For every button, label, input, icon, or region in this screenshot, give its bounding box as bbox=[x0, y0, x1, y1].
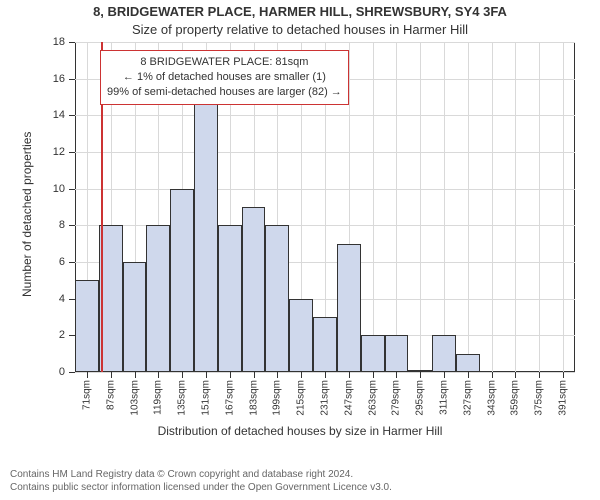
histogram-bar bbox=[456, 354, 480, 372]
x-tick-label: 327sqm bbox=[462, 380, 473, 416]
tick-x bbox=[420, 372, 421, 378]
tick-y bbox=[69, 152, 75, 153]
histogram-bar bbox=[385, 335, 409, 372]
tick-x bbox=[111, 372, 112, 378]
tick-y bbox=[69, 262, 75, 263]
x-tick-label: 359sqm bbox=[510, 380, 521, 416]
histogram-bar bbox=[146, 225, 170, 372]
tick-x bbox=[492, 372, 493, 378]
y-tick-label: 6 bbox=[59, 256, 65, 268]
x-tick-label: 215sqm bbox=[296, 380, 307, 416]
y-tick-label: 12 bbox=[53, 146, 65, 158]
histogram-bar bbox=[194, 79, 218, 372]
tick-x bbox=[158, 372, 159, 378]
tick-x bbox=[301, 372, 302, 378]
x-tick-label: 151sqm bbox=[200, 380, 211, 416]
gridline-v bbox=[468, 42, 469, 372]
tick-x bbox=[182, 372, 183, 378]
y-tick-label: 0 bbox=[59, 366, 65, 378]
tick-y bbox=[69, 42, 75, 43]
y-tick-label: 10 bbox=[53, 183, 65, 195]
tick-y bbox=[69, 225, 75, 226]
histogram-bar bbox=[75, 280, 99, 372]
x-tick-label: 231sqm bbox=[320, 380, 331, 416]
tick-x bbox=[325, 372, 326, 378]
tick-x bbox=[373, 372, 374, 378]
tick-x bbox=[563, 372, 564, 378]
x-tick-label: 199sqm bbox=[272, 380, 283, 416]
y-tick-label: 2 bbox=[59, 329, 65, 341]
x-tick-label: 247sqm bbox=[343, 380, 354, 416]
infobox-line2: ← 1% of detached houses are smaller (1) bbox=[107, 70, 342, 85]
histogram-bar bbox=[242, 207, 266, 372]
tick-y bbox=[69, 372, 75, 373]
x-tick-label: 119sqm bbox=[153, 380, 164, 415]
tick-x bbox=[206, 372, 207, 378]
gridline-v bbox=[492, 42, 493, 372]
histogram-bar bbox=[218, 225, 242, 372]
x-tick-label: 343sqm bbox=[486, 380, 497, 416]
x-tick-label: 295sqm bbox=[415, 380, 426, 416]
tick-x bbox=[230, 372, 231, 378]
histogram-bar bbox=[123, 262, 147, 372]
x-axis-title: Distribution of detached houses by size … bbox=[0, 424, 600, 438]
y-tick-label: 14 bbox=[53, 109, 65, 121]
x-tick-label: 391sqm bbox=[558, 380, 569, 416]
histogram-bar bbox=[408, 370, 432, 372]
x-tick-label: 167sqm bbox=[224, 380, 235, 416]
histogram-bar bbox=[170, 189, 194, 372]
tick-x bbox=[277, 372, 278, 378]
gridline-v bbox=[539, 42, 540, 372]
tick-x bbox=[254, 372, 255, 378]
gridline-v bbox=[444, 42, 445, 372]
gridline-v bbox=[396, 42, 397, 372]
x-tick-label: 135sqm bbox=[177, 380, 188, 416]
tick-x bbox=[349, 372, 350, 378]
x-tick-label: 311sqm bbox=[439, 380, 450, 415]
histogram-bar bbox=[337, 244, 361, 372]
tick-x bbox=[468, 372, 469, 378]
tick-x bbox=[135, 372, 136, 378]
x-tick-label: 263sqm bbox=[367, 380, 378, 416]
tick-y bbox=[69, 79, 75, 80]
x-tick-label: 183sqm bbox=[248, 380, 259, 416]
y-axis-title: Number of detached properties bbox=[20, 132, 34, 297]
tick-y bbox=[69, 115, 75, 116]
x-tick-label: 71sqm bbox=[81, 380, 92, 410]
y-tick-label: 4 bbox=[59, 293, 65, 305]
footer-line1: Contains HM Land Registry data © Crown c… bbox=[10, 468, 392, 481]
x-tick-label: 375sqm bbox=[534, 380, 545, 416]
chart-container: { "title": "8, BRIDGEWATER PLACE, HARMER… bbox=[0, 0, 600, 500]
footer-line2: Contains public sector information licen… bbox=[10, 481, 392, 494]
tick-x bbox=[87, 372, 88, 378]
y-tick-label: 18 bbox=[53, 36, 65, 48]
infobox-line3: 99% of semi-detached houses are larger (… bbox=[107, 85, 342, 100]
tick-x bbox=[444, 372, 445, 378]
gridline-v bbox=[420, 42, 421, 372]
reference-info-box: 8 BRIDGEWATER PLACE: 81sqm ← 1% of detac… bbox=[100, 50, 349, 105]
gridline-v bbox=[373, 42, 374, 372]
histogram-bar bbox=[265, 225, 289, 372]
x-tick-label: 103sqm bbox=[129, 380, 140, 416]
x-tick-label: 87sqm bbox=[105, 380, 116, 410]
histogram-bar bbox=[313, 317, 337, 372]
tick-x bbox=[539, 372, 540, 378]
tick-y bbox=[69, 189, 75, 190]
histogram-bar bbox=[289, 299, 313, 372]
tick-x bbox=[515, 372, 516, 378]
y-tick-label: 8 bbox=[59, 219, 65, 231]
chart-subtitle: Size of property relative to detached ho… bbox=[0, 22, 600, 37]
gridline-v bbox=[563, 42, 564, 372]
x-tick-label: 279sqm bbox=[391, 380, 402, 416]
y-tick-label: 16 bbox=[53, 73, 65, 85]
histogram-bar bbox=[361, 335, 385, 372]
histogram-bar bbox=[432, 335, 456, 372]
chart-title: 8, BRIDGEWATER PLACE, HARMER HILL, SHREW… bbox=[0, 4, 600, 19]
tick-x bbox=[396, 372, 397, 378]
gridline-v bbox=[515, 42, 516, 372]
license-footer: Contains HM Land Registry data © Crown c… bbox=[10, 468, 392, 494]
infobox-line1: 8 BRIDGEWATER PLACE: 81sqm bbox=[107, 55, 342, 70]
